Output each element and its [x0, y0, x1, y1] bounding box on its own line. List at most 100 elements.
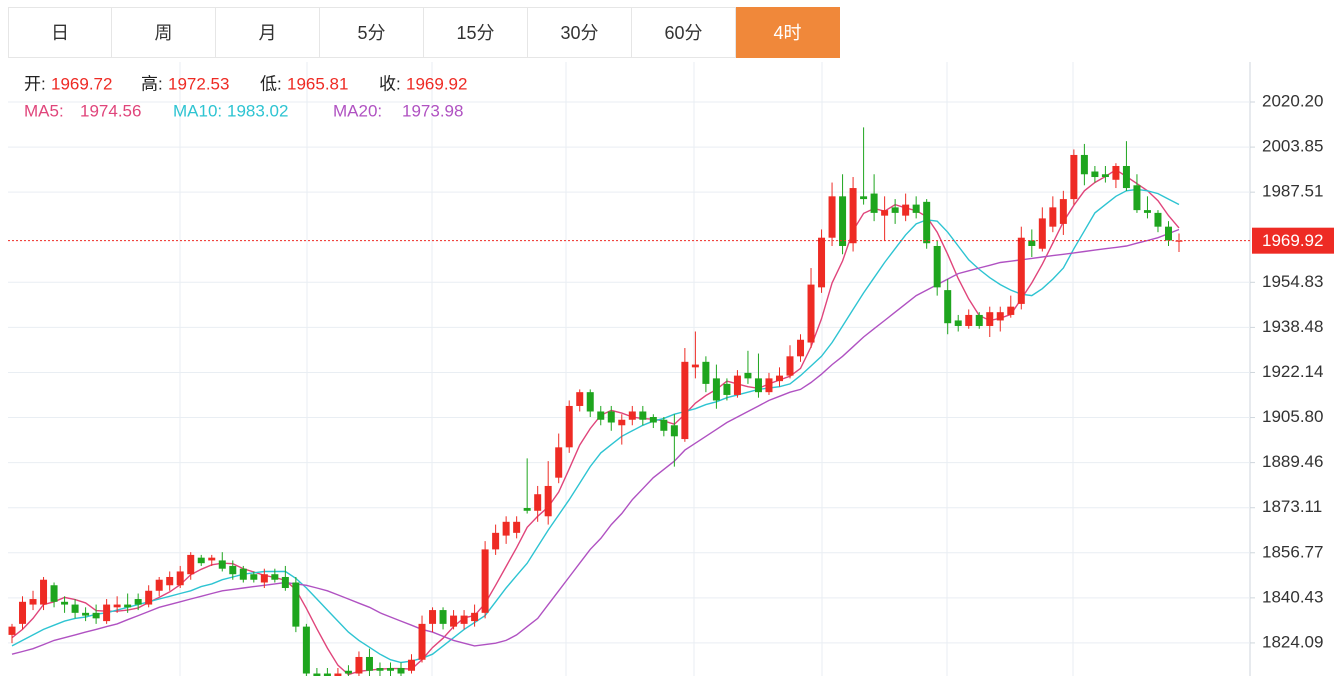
candle-body [460, 615, 468, 624]
candle-body [229, 565, 237, 575]
price-tag-label: 1969.92 [1262, 231, 1323, 250]
candle-body [365, 656, 373, 671]
candle-body [166, 576, 174, 586]
period-tab[interactable]: 月 [216, 7, 320, 58]
y-tick-label: 1987.51 [1262, 182, 1323, 201]
y-tick-label: 2020.20 [1262, 91, 1323, 110]
ma-line [11, 168, 1180, 676]
candle-body [923, 201, 931, 244]
candle-body [1154, 212, 1162, 227]
vertical-grid [179, 62, 1074, 676]
candle-body [481, 549, 489, 613]
legend-name: MA20: [333, 101, 382, 120]
candle-body [450, 615, 458, 627]
candle-body [439, 610, 447, 624]
candle-body [1049, 207, 1057, 227]
candle-body [145, 590, 153, 605]
y-tick-label: 1824.09 [1262, 632, 1323, 651]
candle-body [376, 668, 384, 671]
candle-body [733, 375, 741, 395]
legend-name: MA5: [24, 101, 64, 120]
period-tab[interactable]: 15分 [424, 7, 528, 58]
candle-body [891, 207, 899, 213]
period-tab[interactable]: 60分 [632, 7, 736, 58]
candle-body [471, 612, 479, 622]
ohlc-value: 1972.53 [168, 74, 229, 93]
candle-body [723, 383, 731, 395]
candle-body [82, 612, 90, 616]
candle-body [250, 574, 258, 580]
candle-body [786, 356, 794, 376]
candle-body [502, 521, 510, 536]
candle-body [797, 339, 805, 357]
candle-body [208, 557, 216, 561]
candle-body [607, 411, 615, 423]
candle-body [302, 626, 310, 674]
candle-body [628, 411, 636, 420]
y-tick-label: 2003.85 [1262, 137, 1323, 156]
candle-body [1112, 165, 1120, 180]
candle-body [986, 312, 994, 326]
candle-body [775, 375, 783, 382]
candle-body [576, 392, 584, 406]
period-tab[interactable]: 日 [8, 7, 112, 58]
candle-body [870, 193, 878, 213]
candle-body [839, 196, 847, 246]
candle-body [1028, 240, 1036, 246]
y-tick-label: 1873.11 [1262, 497, 1322, 516]
candle-body [103, 604, 111, 622]
candle-body [260, 574, 268, 583]
ma-line [11, 188, 1180, 664]
labels: 2020.20 2003.85 1987.51 1954.83 1938.48 1922.… [24, 74, 1334, 651]
candle-body [134, 599, 142, 605]
candle-body [492, 532, 500, 550]
candle-body [544, 485, 552, 517]
candle-body [1175, 240, 1183, 242]
period-tab[interactable]: 5分 [320, 7, 424, 58]
candle-body [744, 372, 752, 379]
candle-body [681, 361, 689, 440]
legend-value: 1974.56 [80, 101, 141, 120]
ohlc-value: 1969.72 [51, 74, 112, 93]
period-tab[interactable]: 周 [112, 7, 216, 58]
candle-body [292, 582, 300, 627]
candle-body [754, 378, 762, 393]
candle-body [954, 320, 962, 326]
candle-body [523, 508, 531, 511]
y-tick-label: 1938.48 [1262, 317, 1323, 336]
y-tick-label: 1905.80 [1262, 407, 1323, 426]
candle-body [1059, 199, 1067, 224]
candle-body [187, 554, 195, 575]
candle-body [408, 659, 416, 671]
candle-body [902, 204, 910, 216]
candle-body [386, 668, 394, 671]
candle-body [334, 673, 342, 676]
candle-body [565, 405, 573, 448]
candle-body [965, 314, 973, 326]
candle-body [860, 196, 868, 200]
ohlc-value: 1965.81 [287, 74, 348, 93]
candle-body [313, 673, 321, 676]
candle-body [1017, 237, 1025, 304]
candle-body [61, 601, 69, 605]
period-tab[interactable]: 4时 [736, 7, 840, 58]
candle-body [618, 419, 626, 426]
plot [8, 127, 1250, 676]
candle-body [418, 623, 426, 660]
ma-line [11, 228, 1180, 655]
candle-body [50, 585, 58, 602]
candle-body [702, 361, 710, 384]
legend-name: MA10: [173, 101, 222, 120]
period-tab[interactable]: 30分 [528, 7, 632, 58]
candle-body [555, 447, 563, 478]
y-tick-label: 1889.46 [1262, 452, 1323, 471]
candle-body [271, 574, 279, 580]
y-tick-label: 1922.14 [1262, 362, 1323, 381]
candle-body [944, 290, 952, 324]
ohlc-label: 低: [260, 74, 282, 93]
candle-body [344, 670, 352, 674]
candle-body [355, 656, 363, 674]
candle-body [912, 204, 920, 213]
